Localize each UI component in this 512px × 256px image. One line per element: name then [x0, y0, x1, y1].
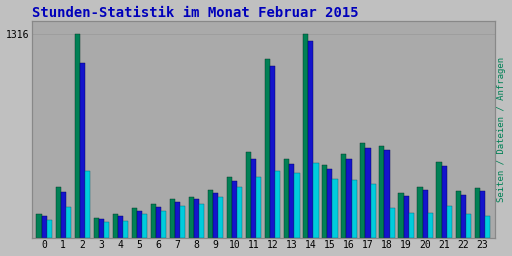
Bar: [55, 187, 61, 238]
Bar: [360, 143, 366, 238]
Bar: [199, 204, 204, 238]
Bar: [428, 213, 433, 238]
Bar: [104, 222, 109, 238]
Bar: [218, 197, 223, 238]
Bar: [113, 214, 118, 238]
Bar: [85, 171, 90, 238]
Bar: [246, 152, 251, 238]
Bar: [61, 192, 66, 238]
Bar: [422, 190, 428, 238]
Bar: [327, 169, 332, 238]
Bar: [284, 159, 289, 238]
Bar: [371, 184, 376, 238]
Bar: [352, 180, 357, 238]
Bar: [194, 199, 199, 238]
Bar: [41, 216, 47, 238]
Bar: [379, 146, 385, 238]
Bar: [347, 159, 352, 238]
Bar: [265, 59, 270, 238]
Bar: [213, 193, 218, 238]
Bar: [308, 41, 313, 238]
Bar: [123, 221, 128, 238]
Bar: [313, 163, 318, 238]
Bar: [485, 216, 490, 238]
Bar: [137, 210, 142, 238]
Bar: [385, 150, 390, 238]
Bar: [170, 199, 175, 238]
Bar: [398, 193, 403, 238]
Bar: [403, 196, 409, 238]
Bar: [409, 213, 414, 238]
Bar: [461, 195, 466, 238]
Bar: [132, 208, 137, 238]
Bar: [208, 190, 213, 238]
Bar: [99, 219, 104, 238]
Bar: [36, 214, 41, 238]
Bar: [275, 171, 281, 238]
Bar: [47, 220, 52, 238]
Bar: [417, 187, 422, 238]
Y-axis label: Seiten / Dateien / Anfragen: Seiten / Dateien / Anfragen: [498, 57, 506, 202]
Bar: [80, 62, 85, 238]
Bar: [475, 188, 480, 238]
Bar: [189, 197, 194, 238]
Bar: [341, 154, 347, 238]
Bar: [151, 204, 156, 238]
Bar: [322, 165, 327, 238]
Bar: [456, 191, 461, 238]
Bar: [94, 218, 99, 238]
Bar: [303, 34, 308, 238]
Bar: [294, 173, 300, 238]
Bar: [442, 166, 447, 238]
Bar: [257, 177, 262, 238]
Bar: [75, 34, 80, 238]
Bar: [366, 148, 371, 238]
Bar: [156, 207, 161, 238]
Bar: [237, 187, 242, 238]
Bar: [232, 181, 237, 238]
Bar: [289, 164, 294, 238]
Bar: [270, 66, 275, 238]
Bar: [466, 215, 471, 238]
Bar: [175, 202, 180, 238]
Text: Stunden-Statistik im Monat Februar 2015: Stunden-Statistik im Monat Februar 2015: [32, 6, 358, 19]
Bar: [480, 191, 485, 238]
Bar: [436, 162, 442, 238]
Bar: [227, 177, 232, 238]
Bar: [142, 215, 147, 238]
Bar: [251, 159, 257, 238]
Bar: [390, 208, 395, 238]
Bar: [161, 210, 166, 238]
Bar: [118, 216, 123, 238]
Bar: [66, 207, 71, 238]
Bar: [447, 206, 452, 238]
Bar: [332, 179, 337, 238]
Bar: [180, 206, 185, 238]
